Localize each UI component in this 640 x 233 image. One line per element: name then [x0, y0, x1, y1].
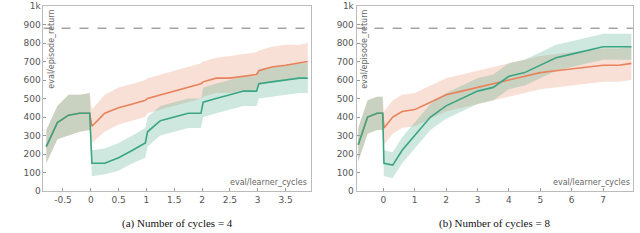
svg-text:900: 900: [337, 20, 354, 30]
svg-text:800: 800: [24, 38, 41, 48]
svg-text:0: 0: [88, 195, 94, 205]
svg-text:0: 0: [380, 195, 386, 205]
svg-text:700: 700: [337, 57, 354, 67]
svg-text:400: 400: [24, 112, 41, 122]
svg-text:1k: 1k: [30, 1, 42, 11]
svg-text:900: 900: [24, 20, 41, 30]
svg-text:1: 1: [412, 195, 418, 205]
svg-text:500: 500: [337, 94, 354, 104]
svg-text:(a) Number of cycles = 4: (a) Number of cycles = 4: [122, 217, 233, 230]
svg-text:4: 4: [506, 195, 512, 205]
svg-text:0: 0: [348, 186, 354, 196]
svg-text:7: 7: [600, 195, 606, 205]
svg-text:300: 300: [24, 131, 41, 141]
svg-text:2: 2: [443, 195, 449, 205]
svg-text:(b) Number of cycles = 8: (b) Number of cycles = 8: [439, 217, 550, 230]
svg-text:700: 700: [24, 57, 41, 67]
svg-text:eval/learner_cycles: eval/learner_cycles: [553, 178, 630, 187]
svg-text:1.5: 1.5: [167, 195, 181, 205]
svg-text:2.5: 2.5: [223, 195, 237, 205]
svg-text:-0.5: -0.5: [54, 195, 72, 205]
svg-text:eval/episode_return: eval/episode_return: [360, 10, 369, 89]
svg-text:0: 0: [35, 186, 41, 196]
svg-text:1k: 1k: [343, 1, 355, 11]
svg-text:200: 200: [24, 149, 41, 159]
svg-text:3.5: 3.5: [278, 195, 292, 205]
svg-text:2: 2: [199, 195, 205, 205]
svg-text:500: 500: [24, 94, 41, 104]
svg-text:100: 100: [337, 168, 354, 178]
svg-text:1: 1: [144, 195, 150, 205]
svg-text:eval/learner_cycles: eval/learner_cycles: [230, 178, 307, 187]
svg-text:5: 5: [537, 195, 543, 205]
svg-text:600: 600: [337, 75, 354, 85]
svg-text:3: 3: [255, 195, 261, 205]
svg-text:eval/episode_return: eval/episode_return: [47, 9, 56, 88]
svg-text:0.5: 0.5: [111, 195, 125, 205]
svg-text:800: 800: [337, 38, 354, 48]
svg-text:3: 3: [475, 195, 481, 205]
svg-text:400: 400: [337, 112, 354, 122]
svg-text:200: 200: [337, 149, 354, 159]
svg-text:100: 100: [24, 168, 41, 178]
svg-text:6: 6: [569, 195, 575, 205]
svg-text:600: 600: [24, 75, 41, 85]
svg-text:300: 300: [337, 131, 354, 141]
